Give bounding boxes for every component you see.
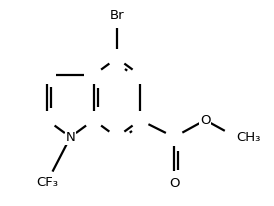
Text: O: O: [169, 177, 179, 190]
Text: CH₃: CH₃: [236, 131, 261, 144]
Text: O: O: [200, 114, 210, 126]
Text: N: N: [65, 131, 75, 144]
Text: CF₃: CF₃: [36, 176, 58, 188]
Text: Br: Br: [110, 9, 124, 22]
